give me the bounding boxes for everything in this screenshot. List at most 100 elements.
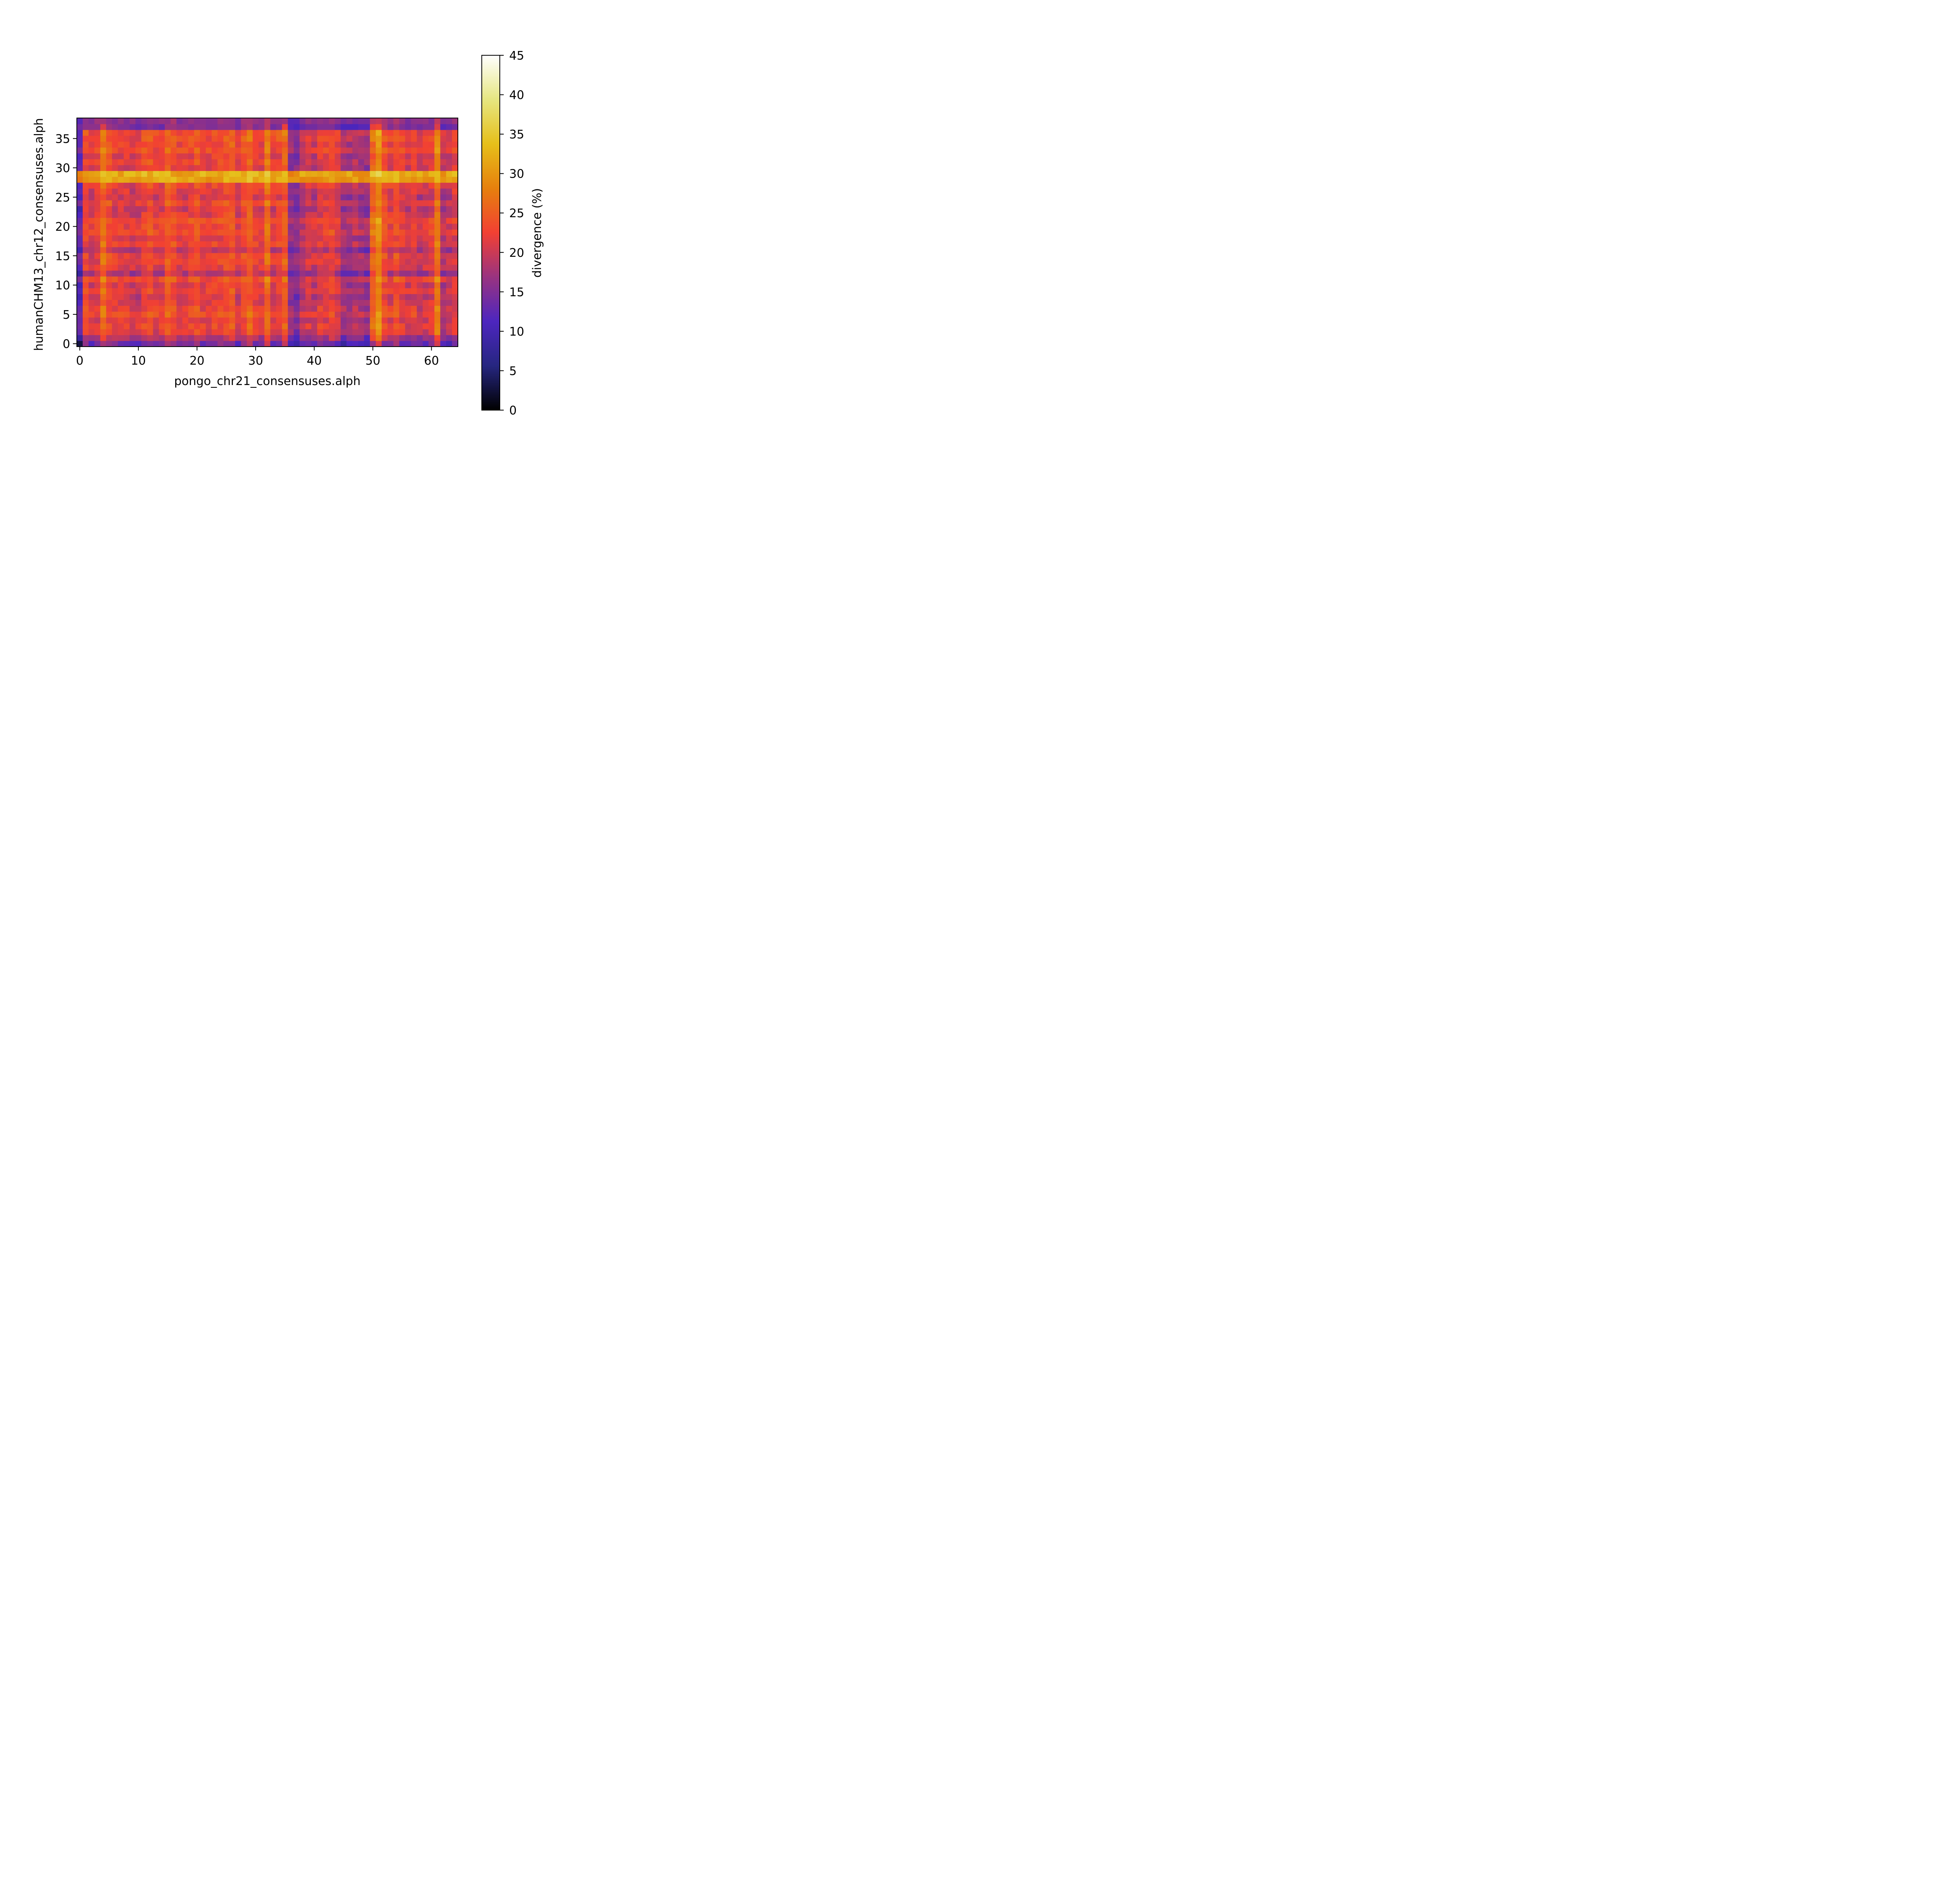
- heatmap-cell: [311, 294, 318, 300]
- heatmap-cell: [446, 341, 452, 347]
- heatmap-cell: [129, 165, 136, 171]
- heatmap-cell: [182, 258, 189, 265]
- heatmap-cell: [329, 264, 335, 271]
- heatmap-cell: [411, 276, 417, 283]
- heatmap-cell: [376, 147, 382, 154]
- heatmap-cell: [165, 341, 171, 347]
- heatmap-cell: [299, 171, 306, 177]
- heatmap-cell: [217, 229, 224, 236]
- heatmap-cell: [258, 288, 265, 294]
- heatmap-cell: [299, 218, 306, 224]
- heatmap-cell: [299, 323, 306, 329]
- heatmap-cell: [387, 171, 394, 177]
- heatmap-cell: [235, 218, 241, 224]
- heatmap-cell: [159, 288, 165, 294]
- heatmap-cell: [235, 288, 241, 294]
- heatmap-cell: [317, 229, 323, 236]
- heatmap-cell: [165, 317, 171, 323]
- heatmap-cell: [153, 124, 159, 130]
- heatmap-cell: [241, 135, 247, 142]
- heatmap-cell: [217, 247, 224, 253]
- heatmap-cell: [323, 341, 329, 347]
- heatmap-cell: [100, 159, 107, 165]
- heatmap-cell: [434, 270, 441, 277]
- heatmap-cell: [294, 165, 300, 171]
- heatmap-cell: [370, 329, 376, 335]
- heatmap-cell: [270, 317, 277, 323]
- heatmap-cell: [235, 317, 241, 323]
- heatmap-cell: [112, 182, 118, 189]
- heatmap-cell: [153, 305, 159, 312]
- heatmap-cell: [176, 200, 183, 206]
- heatmap-cell: [323, 335, 329, 341]
- heatmap-cell: [123, 141, 130, 148]
- heatmap-cell: [176, 305, 183, 312]
- heatmap-cell: [77, 258, 83, 265]
- heatmap-cell: [323, 300, 329, 306]
- heatmap-cell: [112, 229, 118, 236]
- heatmap-cell: [299, 317, 306, 323]
- heatmap-cell: [112, 305, 118, 312]
- heatmap-cell: [452, 135, 458, 142]
- heatmap-cell: [423, 241, 429, 247]
- heatmap-cell: [205, 141, 212, 148]
- heatmap-cell: [77, 323, 83, 329]
- heatmap-cell: [94, 235, 101, 242]
- heatmap-cell: [94, 317, 101, 323]
- heatmap-cell: [118, 223, 124, 230]
- heatmap-cell: [352, 270, 359, 277]
- heatmap-cell: [276, 241, 282, 247]
- heatmap-cell: [159, 135, 165, 142]
- heatmap-cell: [223, 206, 230, 212]
- heatmap-cell: [423, 118, 429, 124]
- heatmap-cell: [211, 212, 218, 218]
- heatmap-cell: [141, 141, 148, 148]
- heatmap-cell: [200, 253, 206, 259]
- heatmap-cell: [88, 323, 95, 329]
- heatmap-cell: [393, 176, 400, 183]
- heatmap-cell: [223, 270, 230, 277]
- heatmap-cell: [399, 159, 406, 165]
- heatmap-cell: [294, 212, 300, 218]
- heatmap-cell: [94, 135, 101, 142]
- heatmap-cell: [241, 129, 247, 136]
- heatmap-cell: [387, 276, 394, 283]
- heatmap-cell: [370, 165, 376, 171]
- heatmap-cell: [346, 282, 353, 289]
- heatmap-cell: [77, 200, 83, 206]
- heatmap-cell: [329, 188, 335, 194]
- heatmap-cell: [200, 182, 206, 189]
- heatmap-cell: [94, 176, 101, 183]
- heatmap-cell: [106, 323, 113, 329]
- heatmap-cell: [100, 288, 107, 294]
- heatmap-cell: [305, 264, 312, 271]
- heatmap-cell: [299, 282, 306, 289]
- heatmap-cell: [440, 135, 446, 142]
- heatmap-cell: [440, 253, 446, 259]
- heatmap-cell: [264, 335, 271, 341]
- heatmap-cell: [434, 153, 441, 160]
- heatmap-cell: [182, 223, 189, 230]
- heatmap-cell: [282, 323, 288, 329]
- colorbar-tick-label: 40: [509, 89, 524, 102]
- heatmap-cell: [94, 124, 101, 130]
- heatmap-cell: [141, 235, 148, 242]
- heatmap-cell: [381, 276, 388, 283]
- heatmap-cell: [329, 305, 335, 312]
- heatmap-cell: [411, 241, 417, 247]
- heatmap-cell: [200, 323, 206, 329]
- heatmap-cell: [106, 135, 113, 142]
- heatmap-cell: [346, 206, 353, 212]
- heatmap-cell: [299, 176, 306, 183]
- heatmap-cell: [252, 118, 259, 124]
- heatmap-cell: [440, 223, 446, 230]
- heatmap-cell: [171, 253, 177, 259]
- heatmap-cell: [288, 182, 294, 189]
- y-tick-label: 10: [55, 279, 70, 292]
- heatmap-cell: [182, 323, 189, 329]
- heatmap-cell: [381, 147, 388, 154]
- heatmap-cell: [252, 288, 259, 294]
- x-axis-label: pongo_chr21_consensuses.alph: [174, 374, 360, 388]
- heatmap-cell: [123, 129, 130, 136]
- heatmap-cell: [217, 206, 224, 212]
